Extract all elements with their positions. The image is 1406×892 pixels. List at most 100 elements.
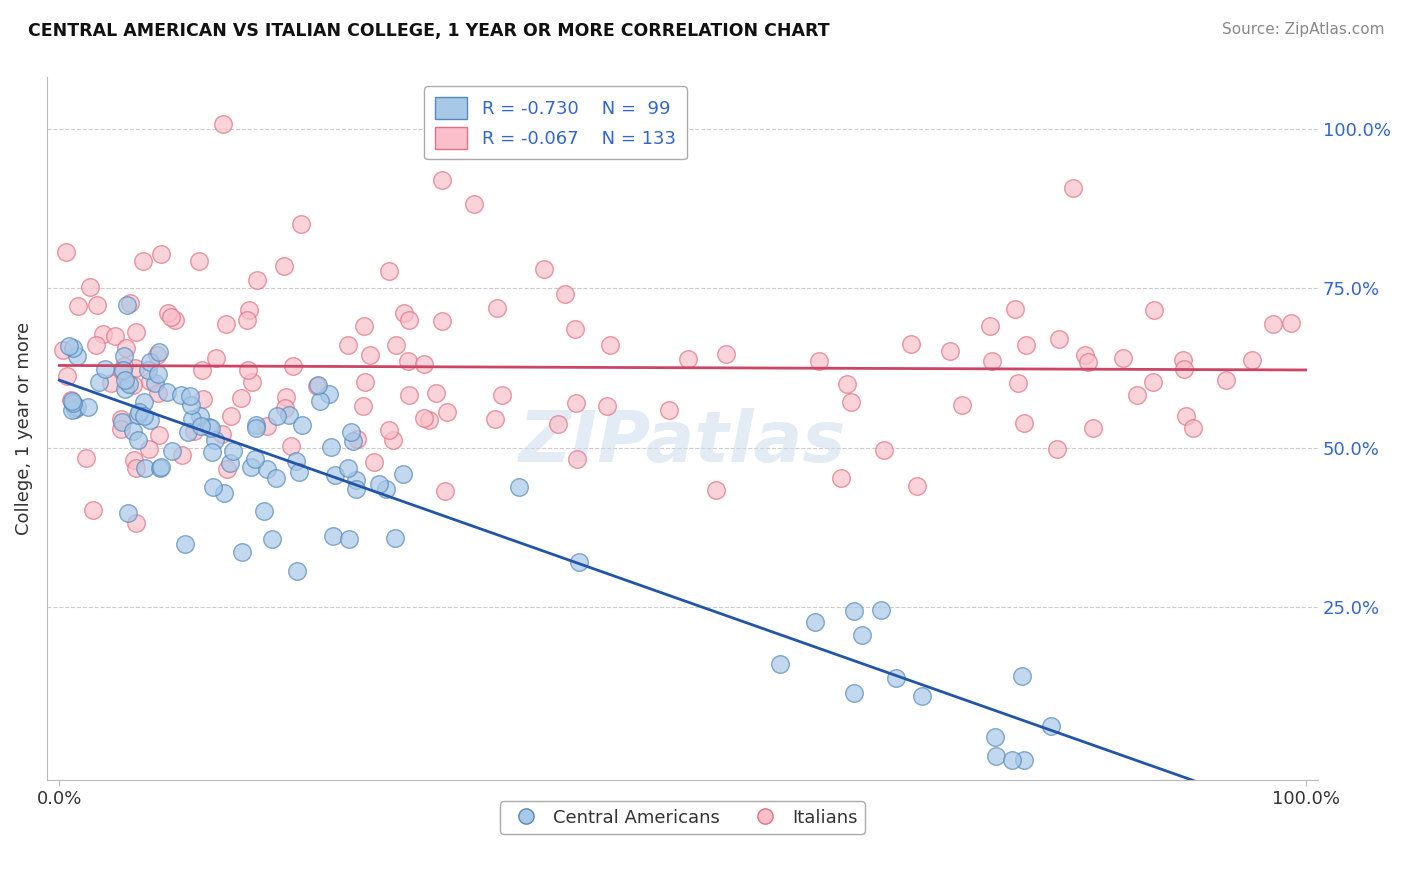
Point [884,671,907,685]
Point [1039,719,1062,733]
Point [1263,317,1285,331]
Point [396,353,419,368]
Point [188,409,211,424]
Point [128,405,150,419]
Point [1143,302,1166,317]
Point [58,339,80,353]
Point [485,301,508,315]
Point [412,410,434,425]
Point [533,262,555,277]
Point [262,533,284,547]
Point [463,197,485,211]
Point [359,348,381,362]
Point [143,376,166,390]
Point [157,306,180,320]
Point [911,689,934,703]
Point [148,345,170,359]
Point [1001,754,1024,768]
Point [212,486,235,500]
Point [79,280,101,294]
Point [273,260,295,274]
Point [256,418,278,433]
Point [219,409,242,423]
Point [52,343,75,358]
Point [112,359,135,373]
Point [114,382,136,396]
Point [1011,669,1033,683]
Point [363,455,385,469]
Point [418,412,440,426]
Point [236,312,259,326]
Point [212,117,235,131]
Point [93,327,115,342]
Point [202,480,225,494]
Point [66,349,89,363]
Point [322,529,344,543]
Point [905,479,928,493]
Point [769,657,792,671]
Point [112,363,135,377]
Point [239,459,262,474]
Point [830,471,852,485]
Point [256,462,278,476]
Point [156,384,179,399]
Point [66,299,89,313]
Point [204,433,226,447]
Point [392,306,415,320]
Y-axis label: College, 1 year or more: College, 1 year or more [15,322,32,535]
Text: Source: ZipAtlas.com: Source: ZipAtlas.com [1222,22,1385,37]
Point [132,395,155,409]
Point [253,504,276,518]
Point [984,730,1007,744]
Point [150,247,173,261]
Point [211,426,233,441]
Point [146,386,169,401]
Point [114,373,136,387]
Point [385,338,408,352]
Point [231,391,253,405]
Point [939,344,962,359]
Point [117,506,139,520]
Point [55,244,77,259]
Point [160,310,183,325]
Point [392,467,415,481]
Point [337,338,360,352]
Point [122,378,145,392]
Point [344,483,367,497]
Point [307,379,329,393]
Point [94,362,117,376]
Point [278,408,301,422]
Point [190,363,212,377]
Point [205,351,228,365]
Point [240,375,263,389]
Point [564,321,586,335]
Point [60,393,83,408]
Text: CENTRAL AMERICAN VS ITALIAN COLLEGE, 1 YEAR OR MORE CORRELATION CHART: CENTRAL AMERICAN VS ITALIAN COLLEGE, 1 Y… [28,22,830,40]
Point [1125,388,1147,402]
Point [658,403,681,417]
Point [112,350,135,364]
Point [704,483,727,497]
Point [148,428,170,442]
Point [835,376,858,391]
Point [180,398,202,412]
Point [321,440,343,454]
Point [285,564,308,578]
Point [110,422,132,436]
Point [136,363,159,377]
Point [491,388,513,402]
Point [1111,351,1133,365]
Point [288,466,311,480]
Point [554,286,576,301]
Point [183,424,205,438]
Point [59,392,82,407]
Point [117,298,139,312]
Point [104,328,127,343]
Point [149,459,172,474]
Point [60,403,83,417]
Point [1171,352,1194,367]
Point [245,421,267,435]
Point [1062,180,1084,194]
Point [844,686,866,700]
Point [187,254,209,268]
